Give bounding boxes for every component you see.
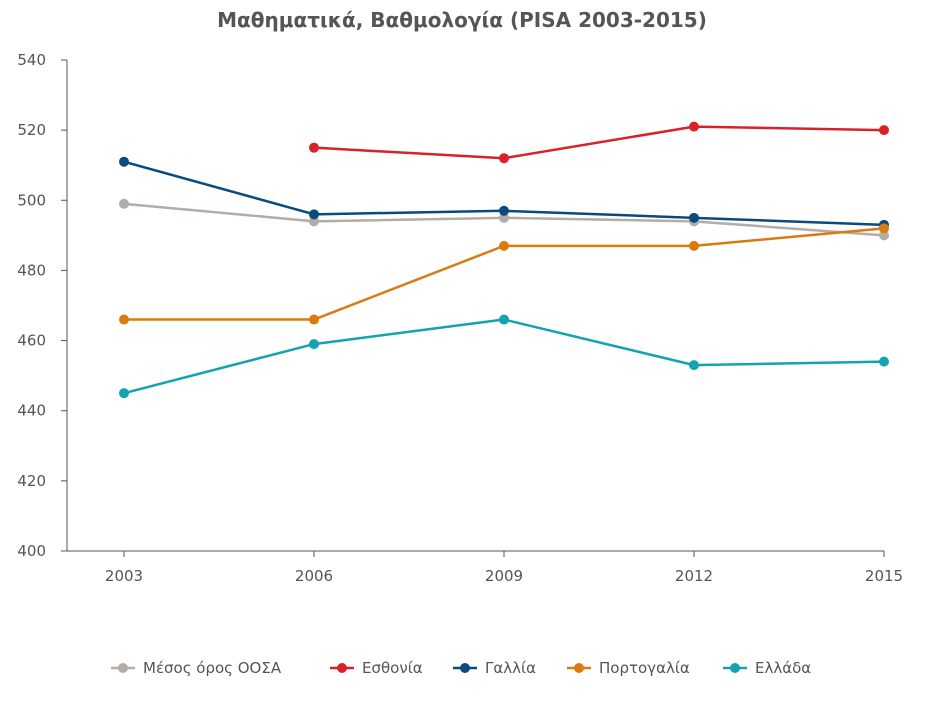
data-point — [879, 356, 889, 367]
y-tick-label: 460 — [17, 332, 46, 350]
y-tick-label: 440 — [17, 402, 46, 420]
legend-marker — [337, 663, 347, 673]
data-point — [499, 240, 509, 251]
legend-label: Γαλλία — [485, 659, 536, 677]
legend-item: Πορτογαλία — [567, 659, 690, 677]
x-tick-label: 2003 — [105, 567, 143, 585]
data-point — [879, 223, 889, 234]
data-point — [309, 209, 319, 220]
y-tick-label: 400 — [17, 542, 46, 560]
data-point — [309, 314, 319, 325]
series-2 — [309, 121, 889, 164]
legend-label: Εσθονία — [362, 659, 423, 677]
y-tick-label: 420 — [17, 472, 46, 490]
chart-title: Μαθηματικά, Βαθμολογία (PISA 2003-2015) — [217, 8, 707, 32]
y-tick-label: 520 — [17, 121, 46, 139]
legend-item: Ελλάδα — [723, 659, 811, 677]
legend-marker — [574, 663, 584, 673]
data-point — [119, 198, 129, 209]
data-point — [499, 205, 509, 216]
x-tick-label: 2009 — [485, 567, 523, 585]
data-point — [689, 121, 699, 132]
legend-marker — [460, 663, 470, 673]
y-tick-label: 480 — [17, 261, 46, 279]
data-point — [879, 230, 889, 241]
legend-item: Μέσος όρος ΟΟΣΑ — [111, 659, 282, 677]
data-point — [689, 212, 699, 223]
x-tick-label: 2006 — [295, 567, 333, 585]
legend-label: Μέσος όρος ΟΟΣΑ — [143, 659, 282, 677]
x-tick-label: 2012 — [675, 567, 713, 585]
legend-label: Πορτογαλία — [599, 659, 690, 677]
data-point — [689, 360, 699, 371]
legend-item: Γαλλία — [453, 659, 536, 677]
data-point — [499, 153, 509, 164]
data-point — [119, 156, 129, 167]
data-point — [309, 339, 319, 350]
data-point — [119, 388, 129, 399]
y-tick-label: 540 — [17, 51, 46, 69]
legend: Μέσος όρος ΟΟΣΑ Εσθονία Γαλλία Πορτογαλία Ελ… — [111, 659, 811, 677]
axes: 400 420 440 460 480 500 520 540 2003 2006 2009 2012… — [17, 51, 903, 585]
data-point — [499, 212, 509, 223]
data-point — [499, 314, 509, 325]
data-point — [309, 142, 319, 153]
legend-item: Εσθονία — [330, 659, 423, 677]
data-point — [879, 125, 889, 136]
legend-marker — [730, 663, 740, 673]
series-5 — [119, 314, 889, 399]
series-layer — [119, 121, 889, 399]
data-point — [119, 314, 129, 325]
legend-marker — [118, 663, 128, 673]
series-line — [313, 125, 885, 160]
data-point — [309, 216, 319, 227]
series-4 — [119, 223, 889, 325]
legend-label: Ελλάδα — [755, 659, 811, 677]
x-tick-label: 2015 — [865, 567, 903, 585]
series-line — [123, 318, 885, 395]
y-tick-label: 500 — [17, 191, 46, 209]
data-point — [689, 240, 699, 251]
